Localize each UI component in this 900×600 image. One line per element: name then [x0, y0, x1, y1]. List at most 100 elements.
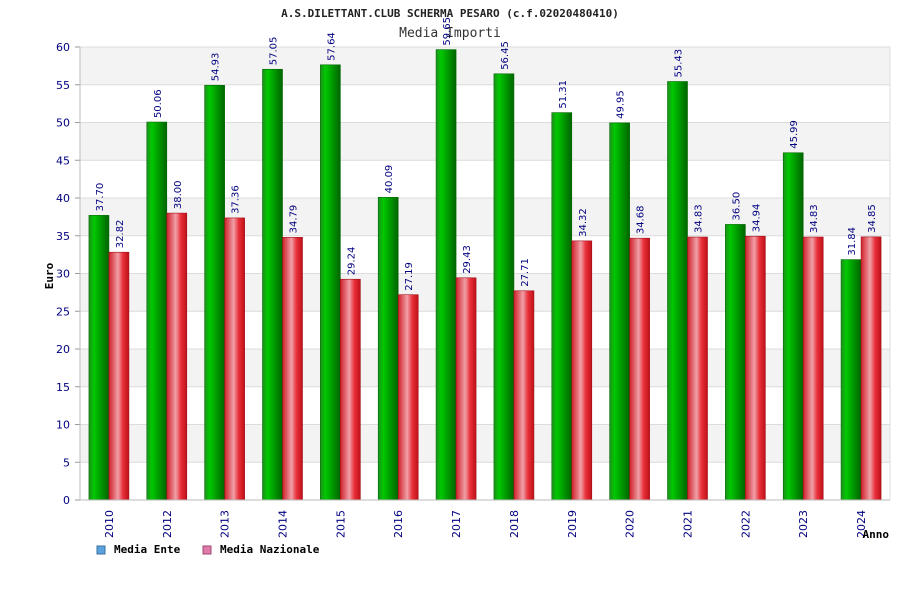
value-label-media-nazionale: 34.83 [809, 204, 820, 233]
plot-band [80, 47, 890, 85]
value-label-media-ente: 57.64 [326, 32, 337, 61]
bar-media-ente [725, 224, 746, 501]
y-tick-label: 5 [63, 456, 70, 469]
y-tick-label: 30 [56, 268, 70, 281]
legend-label-media-nazionale: Media Nazionale [220, 543, 320, 556]
value-label-media-ente: 55.43 [674, 49, 685, 78]
x-tick-label: 2016 [392, 510, 405, 538]
value-label-media-nazionale: 34.68 [636, 206, 647, 235]
x-axis: 2010 2012 2013 2014 2015 2016 2017 2018 2019 2020… [103, 510, 868, 538]
data-labels: 37.70 32.82 50.06 38.00 54.93 37.36 57.05 34.79… [95, 17, 878, 291]
y-tick-label: 40 [56, 192, 70, 205]
value-label-media-nazionale: 29.43 [462, 245, 473, 274]
value-label-media-ente: 56.45 [500, 41, 511, 70]
value-label-media-nazionale: 34.32 [578, 208, 589, 237]
x-tick-label: 2010 [103, 510, 116, 538]
y-tick-label: 0 [63, 494, 70, 507]
bar-media-nazionale [340, 278, 361, 501]
value-label-media-nazionale: 27.19 [404, 262, 415, 291]
value-label-media-nazionale: 29.24 [346, 247, 357, 276]
chart-title: A.S.DILETTANT.CLUB SCHERMA PESARO (c.f.0… [281, 7, 619, 20]
bar-media-ente [146, 121, 168, 501]
value-label-media-nazionale: 34.83 [694, 204, 705, 233]
value-label-media-nazionale: 37.36 [231, 185, 242, 214]
plot-band [80, 198, 890, 236]
bar-media-nazionale [860, 236, 882, 501]
bar-media-ente [609, 122, 630, 501]
value-label-media-nazionale: 34.79 [289, 205, 300, 234]
value-label-media-nazionale: 27.71 [520, 258, 531, 287]
bar-media-nazionale [397, 294, 419, 501]
bar-media-nazionale [745, 235, 766, 501]
bar-media-ente [204, 84, 225, 501]
bar-media-ente [262, 68, 283, 501]
value-label-media-nazionale: 38.00 [173, 180, 184, 209]
y-tick-label: 60 [56, 41, 70, 54]
bar-media-nazionale [455, 277, 477, 501]
bar-media-nazionale [687, 236, 708, 501]
x-tick-label: 2022 [739, 510, 752, 538]
y-tick-label: 35 [56, 230, 70, 243]
y-tick-label: 45 [56, 154, 70, 167]
bar-media-ente [493, 73, 515, 501]
bar-media-nazionale [629, 237, 650, 501]
bar-media-nazionale [166, 212, 188, 501]
plot-band [80, 160, 890, 198]
value-label-media-ente: 54.93 [211, 53, 222, 82]
legend-swatch-media-nazionale [202, 545, 212, 555]
x-tick-label: 2014 [277, 510, 290, 538]
x-tick-label: 2018 [508, 510, 521, 538]
y-tick-label: 55 [56, 79, 70, 92]
value-label-media-ente: 37.70 [95, 183, 106, 212]
value-label-media-ente: 49.95 [616, 90, 627, 119]
bar-media-nazionale [513, 290, 535, 501]
x-tick-label: 2024 [855, 510, 868, 538]
bars [88, 49, 882, 501]
x-tick-label: 2021 [682, 510, 695, 538]
y-tick-label: 25 [56, 305, 70, 318]
legend-swatch-media-ente [96, 545, 106, 555]
bar-media-ente [435, 49, 457, 501]
x-tick-label: 2015 [334, 510, 347, 538]
bar-media-ente [667, 81, 688, 501]
x-tick-label: 2020 [624, 510, 637, 538]
chart-subtitle: Media Importi [399, 26, 501, 41]
x-tick-label: 2017 [450, 510, 463, 538]
x-tick-label: 2013 [219, 510, 232, 538]
plot-band [80, 84, 890, 123]
y-tick-label: 20 [56, 343, 70, 356]
value-label-media-ente: 36.50 [731, 192, 742, 221]
plot-band [80, 273, 890, 312]
value-label-media-nazionale: 34.85 [867, 204, 878, 233]
value-label-media-ente: 59.65 [442, 17, 453, 46]
y-tick-label: 50 [56, 117, 70, 130]
bar-media-nazionale [802, 236, 824, 501]
plot-band [80, 122, 890, 161]
plot-band [80, 235, 890, 274]
y-axis: 0 5 10 15 20 25 30 35 40 45 50 55 60 [56, 41, 891, 507]
value-label-media-nazionale: 32.82 [115, 220, 126, 249]
plot-band [80, 462, 890, 500]
plot-band [80, 424, 890, 463]
bar-media-nazionale [224, 217, 245, 501]
x-axis-label: Anno [863, 528, 890, 541]
x-tick-label: 2012 [161, 510, 174, 538]
value-label-media-ente: 57.05 [269, 37, 280, 66]
bar-media-ente [88, 215, 110, 501]
value-label-media-ente: 50.06 [153, 89, 164, 118]
bar-media-ente [377, 197, 399, 501]
bar-media-ente [782, 152, 804, 501]
value-label-media-ente: 31.84 [847, 227, 858, 256]
bar-media-nazionale [108, 251, 130, 501]
y-axis-label: Euro [43, 262, 56, 289]
bar-media-ente [551, 112, 573, 501]
bar-media-nazionale [282, 237, 303, 501]
x-tick-label: 2023 [797, 510, 810, 538]
legend-label-media-ente: Media Ente [114, 543, 181, 556]
plot-band [80, 349, 890, 387]
bar-media-nazionale [571, 240, 593, 501]
value-label-media-nazionale: 34.94 [751, 204, 762, 233]
y-tick-label: 15 [56, 381, 70, 394]
x-tick-label: 2019 [566, 510, 579, 538]
